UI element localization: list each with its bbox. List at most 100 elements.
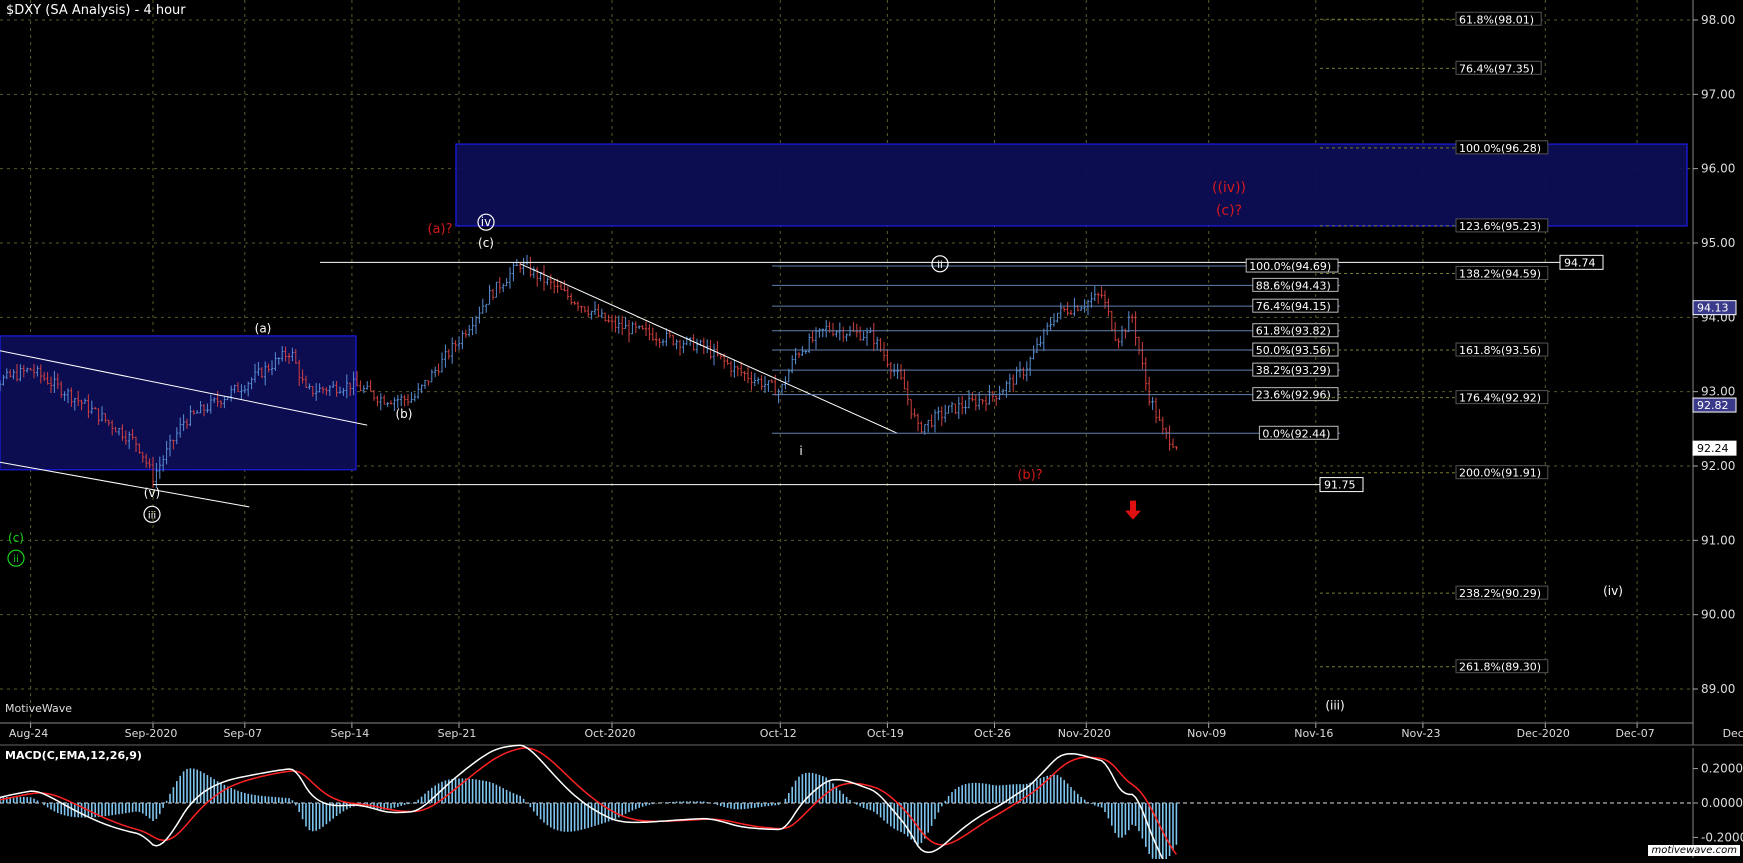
candle [314,383,318,401]
candle [80,399,83,411]
candle [413,393,417,402]
candle [610,314,614,330]
candle [270,360,274,376]
fib-ext-label: 100.0%(96.28) [1459,142,1541,155]
candle [947,405,950,414]
x-tick-label: Sep-21 [438,727,477,740]
candle [467,325,471,337]
candle [1137,336,1141,355]
candle [736,365,740,377]
fib-ext-box [1455,218,1549,233]
x-tick-label: Sep-2020 [125,727,178,740]
wave-label-iv-red: ((iv)) [1212,180,1246,196]
fib-ext-box [1455,342,1549,357]
candle [909,399,913,420]
candle [838,322,842,341]
candle [529,256,532,278]
candle [1130,313,1134,323]
candle [141,451,145,463]
candle [896,363,899,380]
fib-ext-label: 176.4%(92.92) [1459,392,1541,405]
candle [287,352,291,364]
fib-ext-box [1455,659,1549,674]
level-tag-94-74-box [1559,254,1604,270]
candle [342,387,345,396]
candle [583,306,587,313]
candle [253,363,257,383]
candle [229,385,233,402]
wave-label-iv-circle-circle [477,213,495,231]
fib-retrace-label: 88.6%(94.43) [1256,279,1331,292]
candle [586,305,590,318]
candle [2,374,5,386]
candle [501,283,505,293]
candle [440,352,444,373]
candle [447,349,451,360]
candle [763,376,767,394]
candle [42,372,46,382]
candle [359,380,362,392]
macd-line [0,744,1167,863]
fib-ext-label: 261.8%(89.30) [1459,661,1541,674]
candle [695,338,699,354]
candle [1035,337,1039,354]
candle [484,303,488,313]
brand-label: MotiveWave [5,702,73,715]
y-tick-label: 93.00 [1701,385,1735,399]
candle [1113,321,1117,342]
candle [471,316,474,336]
candle [311,385,315,397]
candle [379,393,383,411]
fib-ext-label: 138.2%(94.59) [1459,267,1541,280]
candle [5,368,9,380]
fib-retrace-label: 50.0%(93.56) [1256,344,1331,357]
candle [223,396,226,409]
candle [8,369,12,378]
candle [1069,310,1073,316]
candle [365,381,369,390]
candle [491,289,495,300]
x-tick-label: Nov-2020 [1058,727,1111,740]
candle [654,332,658,346]
candle [1175,445,1178,451]
candle [1171,438,1175,449]
candle [1005,380,1008,398]
candle [712,343,716,366]
fib-retrace-label: 23.6%(92.96) [1256,389,1331,402]
candle [46,372,49,385]
candle [974,394,978,411]
fib-ext-label: 61.8%(98.01) [1459,13,1534,26]
candle [454,340,457,353]
candle [573,301,576,305]
trendline-upper-channel [0,350,368,426]
candle [1093,285,1097,302]
price-tag-92-82-box [1692,397,1737,413]
fib-retrace-box [1252,298,1339,313]
candle [1151,396,1154,410]
candle [607,314,610,323]
candle [658,338,661,348]
candle [114,426,117,433]
candle [920,421,923,434]
candle [1015,366,1018,385]
candle [603,312,607,322]
candle [590,310,593,320]
candle [348,382,352,396]
candle [151,456,155,488]
candle [308,383,311,390]
x-tick-label: Nov-09 [1187,727,1226,740]
candle [875,336,879,351]
candle [53,370,56,393]
candle [83,398,87,404]
candle [869,327,872,333]
candle [263,361,267,386]
candle [182,414,185,432]
candle [362,385,366,394]
candle [56,373,60,389]
last-price-tag: 92.24 [1697,442,1729,455]
candle [614,315,617,333]
macd-y-label: -0.2000 [1701,830,1743,844]
candle [304,375,308,389]
candle [335,381,338,397]
